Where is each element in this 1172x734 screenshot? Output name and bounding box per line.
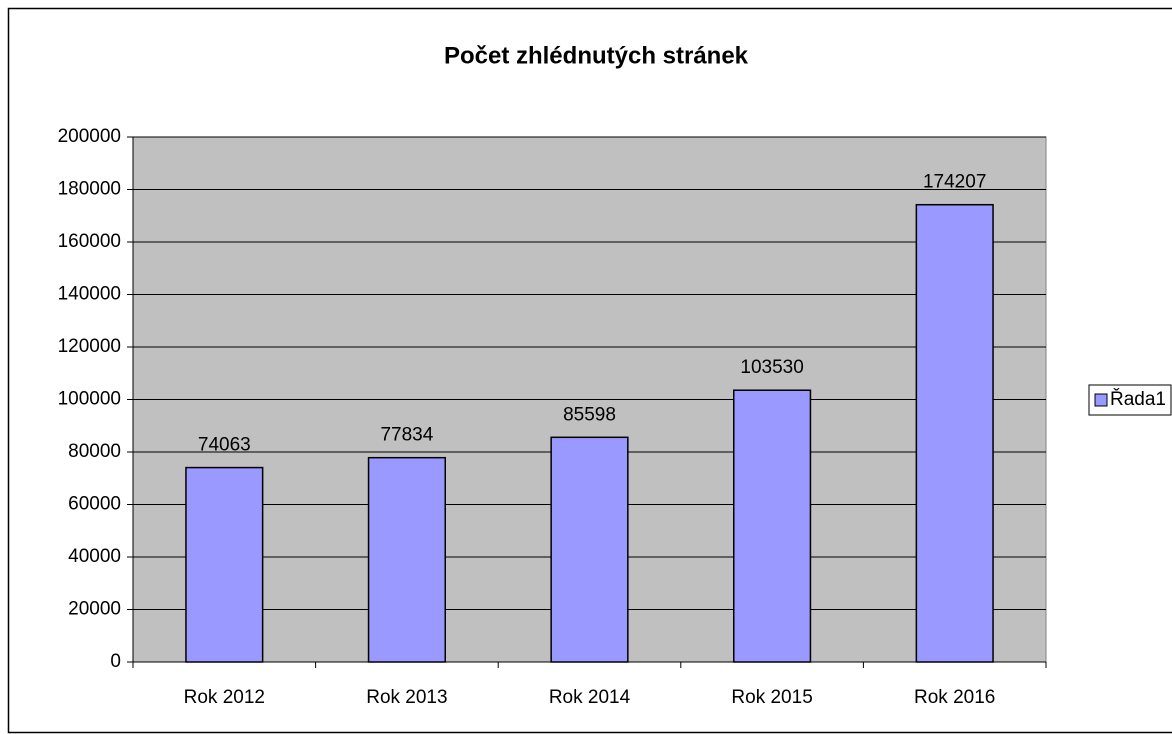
y-tick-label: 180000	[58, 179, 121, 200]
y-tick-label: 0	[110, 651, 121, 672]
bar	[550, 436, 629, 663]
bar	[733, 389, 812, 663]
data-label: 103530	[740, 357, 803, 378]
x-tick-label: Rok 2015	[731, 687, 812, 708]
y-tick-label: 40000	[68, 546, 121, 567]
y-tick-label: 80000	[68, 441, 121, 462]
data-label: 174207	[923, 172, 986, 193]
bar	[185, 466, 264, 663]
data-label: 77834	[380, 425, 433, 446]
x-tick-label: Rok 2014	[549, 687, 631, 708]
bar	[367, 456, 446, 663]
y-tick-label: 140000	[58, 284, 121, 305]
y-tick-label: 100000	[58, 389, 121, 410]
x-tick-label: Rok 2016	[914, 687, 995, 708]
legend-marker	[1094, 393, 1108, 407]
x-tick-label: Rok 2012	[184, 687, 265, 708]
bar	[915, 203, 994, 663]
y-tick-label: 60000	[68, 494, 121, 515]
chart-title: Počet zhlédnutých stránek	[444, 42, 749, 69]
y-tick-label: 20000	[68, 599, 121, 620]
data-label: 74063	[198, 435, 251, 456]
y-tick-label: 120000	[58, 336, 121, 357]
x-tick-label: Rok 2013	[366, 687, 447, 708]
y-tick-label: 200000	[58, 126, 121, 147]
legend-label: Řada1	[1110, 388, 1166, 410]
data-label: 85598	[563, 404, 616, 425]
y-tick-label: 160000	[58, 231, 121, 252]
